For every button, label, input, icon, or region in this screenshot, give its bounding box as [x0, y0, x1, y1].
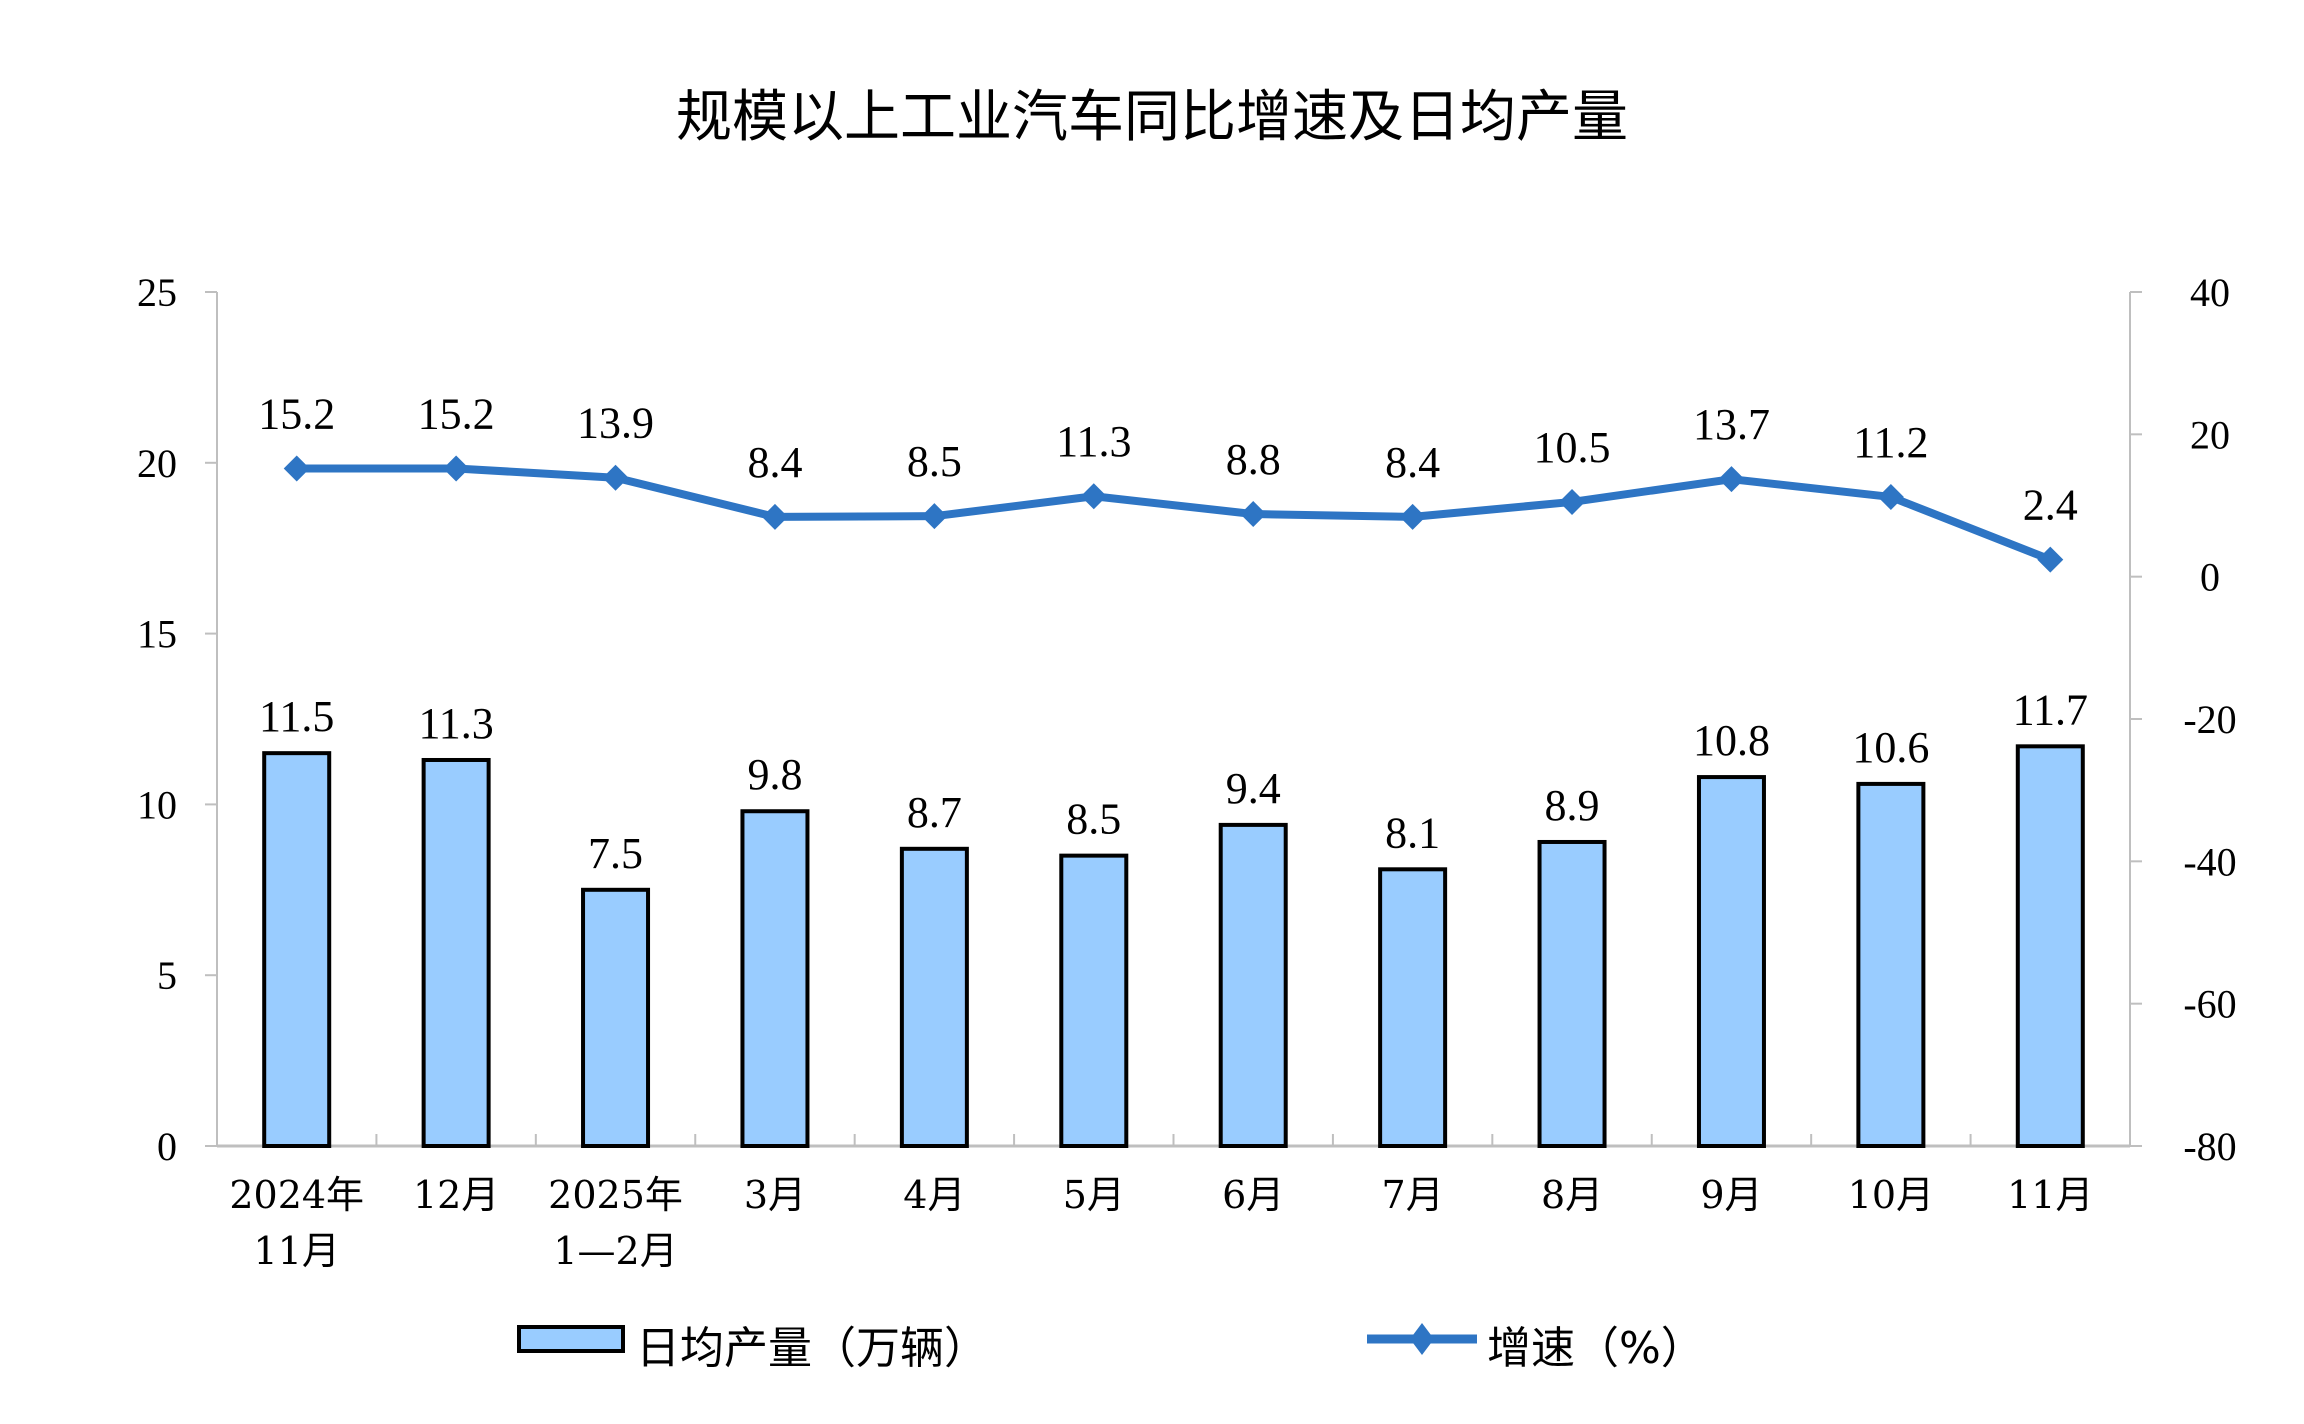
bar-data-label: 8.7 [907, 788, 962, 837]
bar [421, 757, 491, 1148]
legend-bar-swatch [517, 1325, 625, 1353]
bar [1696, 775, 1766, 1149]
bar [1537, 839, 1607, 1148]
bar-data-label: 9.8 [747, 750, 802, 799]
bar [1059, 853, 1129, 1148]
bar-data-label: 8.5 [1066, 795, 1121, 844]
category-label: 9月 [1700, 1173, 1762, 1217]
left-tick-label: 0 [157, 1124, 177, 1169]
line-marker [1877, 483, 1904, 510]
right-tick-label: -40 [2183, 839, 2236, 884]
line-data-label: 8.5 [907, 437, 962, 486]
bar-data-label: 11.5 [259, 692, 334, 741]
line-marker [1080, 483, 1107, 510]
category-label: 2024年 [229, 1173, 364, 1217]
legend-bar-label: 日均产量（万辆） [636, 1323, 988, 1374]
line-marker [1718, 466, 1745, 493]
bar-data-label: 9.4 [1226, 764, 1281, 813]
bar [581, 887, 651, 1148]
bar [1856, 781, 1926, 1148]
right-tick-label: -60 [2183, 982, 2236, 1027]
category-label: 2025年 [548, 1173, 683, 1217]
line-data-label: 8.8 [1226, 435, 1281, 484]
line-data-label: 15.2 [258, 389, 335, 438]
line-data-label: 11.2 [1853, 418, 1928, 467]
category-label: 11月 [2007, 1173, 2093, 1217]
bar [1218, 822, 1288, 1148]
bar [262, 751, 332, 1148]
line-data-label: 13.7 [1693, 400, 1770, 449]
chart-title: 规模以上工业汽车同比增速及日均产量 [676, 85, 1628, 150]
bar [899, 846, 969, 1148]
line-data-label: 8.4 [747, 438, 802, 487]
line-data-label: 10.5 [1534, 423, 1611, 472]
left-tick-label: 20 [137, 441, 177, 486]
legend-line-label: 增速（%） [1487, 1323, 1705, 1374]
growth-line [296, 464, 2052, 564]
left-tick-label: 10 [137, 782, 177, 827]
bar-data-label: 11.3 [418, 699, 493, 748]
bar-data-label: 10.8 [1693, 716, 1770, 765]
bar [740, 809, 810, 1148]
line-marker [602, 464, 629, 491]
category-label: 3月 [744, 1173, 806, 1217]
right-tick-label: 0 [2200, 555, 2220, 600]
bar-data-label: 11.7 [2013, 685, 2088, 734]
line-marker [1240, 501, 1267, 528]
line-marker [2037, 546, 2064, 573]
category-label: 10月 [1848, 1173, 1934, 1217]
bar [1378, 867, 1448, 1149]
line-data-label: 8.4 [1385, 438, 1440, 487]
right-tick-label: 20 [2190, 412, 2230, 457]
line-data-label: 11.3 [1056, 417, 1131, 466]
category-label: 4月 [903, 1173, 965, 1217]
category-label: 8月 [1541, 1173, 1603, 1217]
category-label: 5月 [1063, 1173, 1125, 1217]
bar-data-label: 8.1 [1385, 808, 1440, 857]
legend-line-marker [1410, 1323, 1434, 1355]
left-tick-label: 5 [157, 953, 177, 998]
right-tick-label: 40 [2190, 270, 2230, 315]
category-label: 7月 [1382, 1173, 1444, 1217]
bar-data-label: 10.6 [1852, 723, 1929, 772]
bar-data-label: 8.9 [1545, 781, 1600, 830]
category-label: 12月 [413, 1173, 499, 1217]
left-tick-label: 15 [137, 612, 177, 657]
line-data-label: 15.2 [418, 389, 495, 438]
bar [2015, 744, 2085, 1148]
line-marker [761, 503, 788, 530]
line-marker [1559, 488, 1586, 515]
bar-data-label: 7.5 [588, 829, 643, 878]
line-marker [443, 455, 470, 482]
right-tick-label: -20 [2183, 697, 2236, 742]
category-label: 6月 [1222, 1173, 1284, 1217]
left-tick-label: 25 [137, 270, 177, 315]
line-marker [1399, 503, 1426, 530]
right-tick-label: -80 [2183, 1124, 2236, 1169]
line-marker [283, 455, 310, 482]
category-label: 1—2月 [553, 1229, 677, 1273]
line-marker [921, 503, 948, 530]
category-label: 11月 [254, 1229, 340, 1273]
line-data-label: 2.4 [2023, 481, 2078, 530]
line-data-label: 13.9 [577, 399, 654, 448]
